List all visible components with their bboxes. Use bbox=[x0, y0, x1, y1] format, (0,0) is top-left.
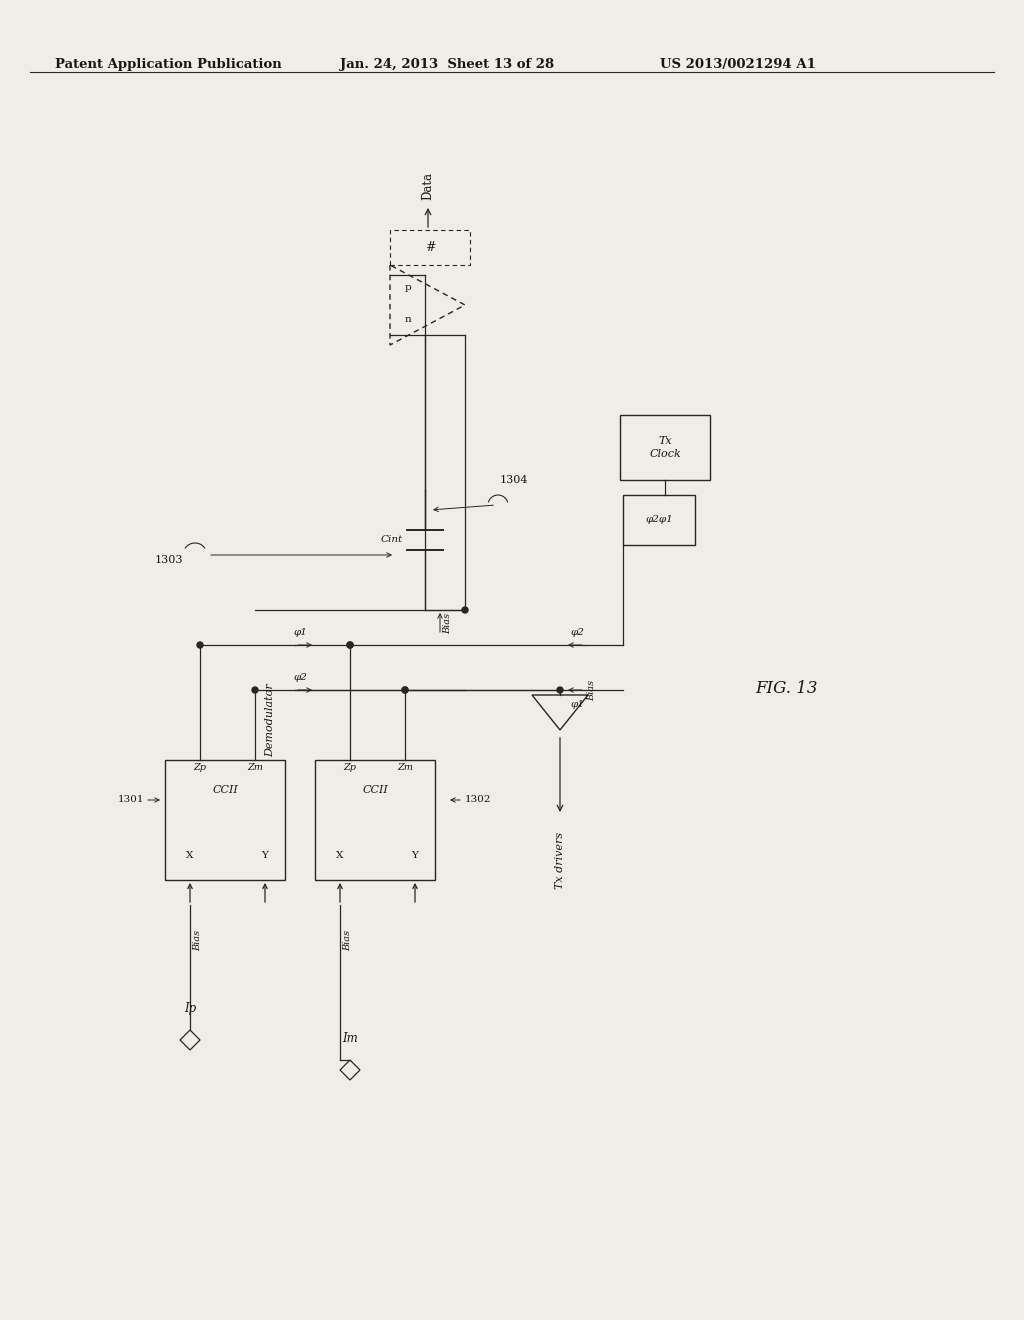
Text: Bias: Bias bbox=[343, 929, 352, 950]
Circle shape bbox=[557, 686, 563, 693]
Circle shape bbox=[462, 607, 468, 612]
Text: 1302: 1302 bbox=[465, 796, 492, 804]
Text: Zp: Zp bbox=[194, 763, 207, 772]
Text: Im: Im bbox=[342, 1032, 357, 1045]
Text: φ1: φ1 bbox=[570, 700, 584, 709]
Circle shape bbox=[197, 642, 203, 648]
Circle shape bbox=[402, 686, 408, 693]
Text: #: # bbox=[425, 242, 435, 253]
Text: Data: Data bbox=[422, 172, 434, 201]
Circle shape bbox=[252, 686, 258, 693]
Text: Jan. 24, 2013  Sheet 13 of 28: Jan. 24, 2013 Sheet 13 of 28 bbox=[340, 58, 554, 71]
Text: Patent Application Publication: Patent Application Publication bbox=[55, 58, 282, 71]
Text: p: p bbox=[404, 282, 412, 292]
Bar bbox=[623, 495, 695, 545]
Text: Demodulator: Demodulator bbox=[265, 684, 275, 756]
Text: Zp: Zp bbox=[343, 763, 356, 772]
Bar bbox=[315, 760, 435, 880]
Text: Cint: Cint bbox=[381, 536, 403, 544]
Circle shape bbox=[347, 642, 353, 648]
Text: Y: Y bbox=[261, 850, 268, 859]
Text: Ip: Ip bbox=[184, 1002, 196, 1015]
Bar bbox=[620, 414, 710, 480]
Bar bbox=[390, 230, 470, 265]
Text: X: X bbox=[336, 850, 344, 859]
Text: φ1: φ1 bbox=[293, 628, 307, 638]
Text: 1301: 1301 bbox=[118, 796, 144, 804]
Circle shape bbox=[347, 642, 353, 648]
Bar bbox=[165, 760, 285, 880]
Text: φ2: φ2 bbox=[570, 628, 584, 638]
Text: Tx
Clock: Tx Clock bbox=[649, 436, 681, 459]
Text: φ2φ1: φ2φ1 bbox=[645, 516, 673, 524]
Text: Y: Y bbox=[412, 850, 419, 859]
Text: Zm: Zm bbox=[397, 763, 413, 772]
Text: US 2013/0021294 A1: US 2013/0021294 A1 bbox=[660, 58, 816, 71]
Text: n: n bbox=[404, 315, 412, 325]
Text: CCII: CCII bbox=[212, 785, 238, 795]
Circle shape bbox=[402, 686, 408, 693]
Text: φ2: φ2 bbox=[293, 673, 307, 682]
Text: CCII: CCII bbox=[362, 785, 388, 795]
Text: X: X bbox=[186, 850, 194, 859]
Text: Bias: Bias bbox=[443, 612, 452, 634]
Text: 1304: 1304 bbox=[500, 475, 528, 484]
Text: Bias: Bias bbox=[587, 680, 596, 701]
Text: Zm: Zm bbox=[247, 763, 263, 772]
Text: 1303: 1303 bbox=[155, 554, 183, 565]
Text: FIG. 13: FIG. 13 bbox=[755, 680, 817, 697]
Text: Tx drivers: Tx drivers bbox=[555, 832, 565, 888]
Text: Bias: Bias bbox=[193, 929, 202, 950]
